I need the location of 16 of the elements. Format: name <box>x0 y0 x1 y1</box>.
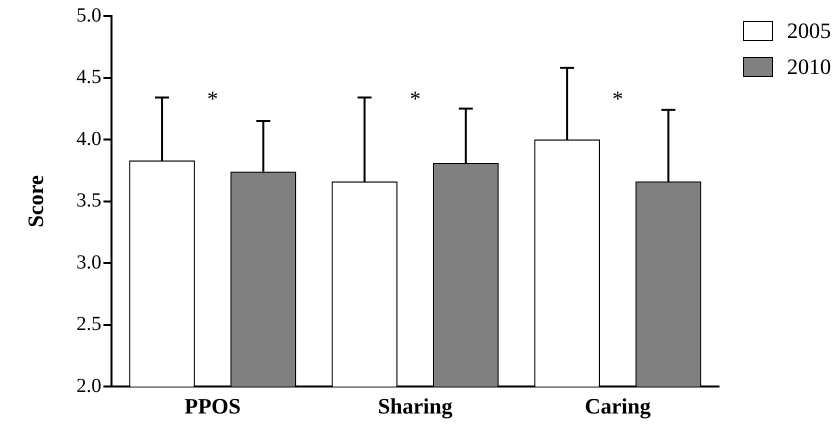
y-tick-label: 2.5 <box>76 313 102 336</box>
legend-label: 2010 <box>787 54 831 80</box>
x-tick-label: Caring <box>584 393 651 418</box>
x-tick-label: Sharing <box>378 393 452 418</box>
y-tick-label: 2.0 <box>76 374 102 397</box>
x-tick-label: PPOS <box>184 393 241 418</box>
annotation: * <box>612 86 624 111</box>
y-tick-label: 3.5 <box>76 190 102 212</box>
y-tick-label: 5.0 <box>76 4 102 26</box>
y-tick-label: 4.0 <box>76 128 102 150</box>
annotation: * <box>207 86 218 111</box>
y-tick-label: 4.5 <box>76 66 102 88</box>
y-tick-label: 3.0 <box>76 251 102 274</box>
annotation: * <box>410 86 421 111</box>
y-axis-title: Score <box>22 175 48 228</box>
text: 2005 <box>787 18 831 44</box>
